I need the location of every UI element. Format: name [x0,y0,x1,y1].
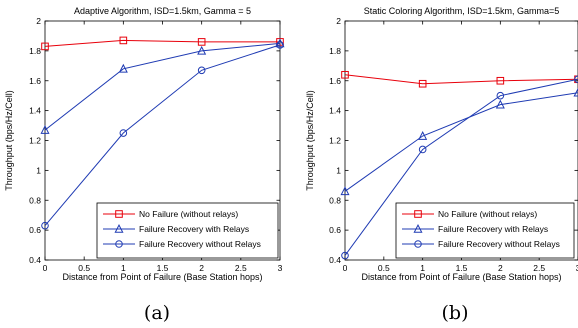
legend-marker [414,240,422,248]
y-tick-label: 1.4 [29,106,41,116]
chart-title: Static Coloring Algorithm, ISD=1.5km, Ga… [364,6,560,16]
legend-entry: No Failure (without relays) [438,209,537,219]
legend-entry: No Failure (without relays) [139,209,238,219]
y-tick-label: 1.8 [329,46,341,56]
data-point-2 [40,125,50,134]
data-point-3 [197,66,206,75]
data-point-3 [496,91,505,100]
x-tick-label: 2 [498,263,503,273]
series-line-2 [44,42,281,131]
data-point-3 [418,145,427,154]
legend-marker [414,210,422,218]
y-tick-label: 0.8 [329,195,341,205]
y-tick-label: 0.4 [29,255,41,265]
y-tick-label: 1.4 [329,106,341,116]
chart-panel-1: 0 0.5 1 1.5 2 2.5 3 0.4 0.6 0.8 1 1.2 1.4 1.6 1.8 2 Adap… [4,6,285,324]
legend: No Failure (without relays) Failure Recov… [96,202,279,259]
legend-marker [115,240,123,248]
legend-box [395,202,575,259]
subfigure-label: (b) [442,302,469,324]
data-point-3 [574,75,578,84]
legend-entry: Failure Recovery without Relays [139,239,261,249]
x-tick-label: 2.5 [235,263,247,273]
x-tick-label: 0 [43,263,48,273]
x-tick-label: 3 [576,263,578,273]
data-point-1 [41,42,49,51]
y-tick-label: 1.2 [329,136,341,146]
y-tick-label: 1 [336,165,341,175]
x-tick-label: 1 [420,263,425,273]
legend-marker [413,224,423,233]
data-point-2 [495,99,505,109]
legend-marker [114,224,124,233]
chart-title: Adaptive Algorithm, ISD=1.5km, Gamma = 5 [74,6,251,16]
data-point-1 [119,36,128,45]
y-axis-label: Throughput (bps/Hz/Cell) [305,90,315,191]
series-line-3 [44,44,281,226]
x-tick-label: 1.5 [157,263,169,273]
legend-box [96,202,279,259]
x-tick-label: 0.5 [378,263,390,273]
data-point-2 [340,186,350,196]
data-point-2 [418,131,428,140]
x-axis-label: Distance from Point of Failure (Base Sta… [361,272,561,282]
legend-entry: Failure Recovery with Relays [438,224,548,234]
x-axis-label: Distance from Point of Failure (Base Sta… [62,272,262,282]
series-line-2 [344,92,578,192]
legend: No Failure (without relays) Failure Recov… [395,202,575,259]
data-point-1 [496,76,505,85]
x-tick-label: 1.5 [456,263,468,273]
y-tick-label: 0.8 [29,195,41,205]
data-point-2 [118,63,128,73]
x-tick-label: 0.5 [78,263,90,273]
y-tick-label: 2 [336,16,341,26]
x-tick-label: 2.5 [533,263,545,273]
y-tick-label: 1.6 [29,76,41,86]
data-point-2 [275,38,285,48]
data-point-3 [119,129,128,137]
legend-marker [115,210,123,218]
subfigure-label: (a) [144,302,170,324]
y-tick-label: 0.4 [329,255,341,265]
x-tick-label: 0 [343,263,348,273]
legend-entry: Failure Recovery with Relays [139,224,249,234]
series-line-3 [344,78,578,256]
data-point-1 [418,79,427,88]
data-point-2 [573,87,578,97]
y-tick-label: 2 [36,16,41,26]
y-tick-label: 0.6 [329,225,341,235]
chart-panel-2: 0 0.5 1 1.5 2 2.5 3 0.4 0.6 0.8 1 1.2 1.4 1.6 1.8 2 Stat… [305,6,578,324]
data-point-2 [197,45,207,55]
data-point-3 [41,221,49,230]
x-tick-label: 1 [121,263,126,273]
data-point-3 [341,251,349,260]
data-point-1 [197,38,206,46]
x-tick-label: 2 [199,263,204,273]
y-tick-label: 1.8 [29,46,41,56]
legend-entry: Failure Recovery without Relays [438,239,560,249]
y-axis-label: Throughput (bps/Hz/Cell) [4,90,14,191]
y-tick-label: 1 [36,165,41,175]
y-tick-label: 1.2 [29,136,41,146]
y-tick-label: 1.6 [329,76,341,86]
y-tick-label: 0.6 [29,225,41,235]
series-line-1 [44,39,280,47]
data-point-3 [276,41,284,49]
data-point-1 [341,70,349,79]
x-tick-label: 3 [278,263,283,273]
series-line-1 [344,74,578,85]
